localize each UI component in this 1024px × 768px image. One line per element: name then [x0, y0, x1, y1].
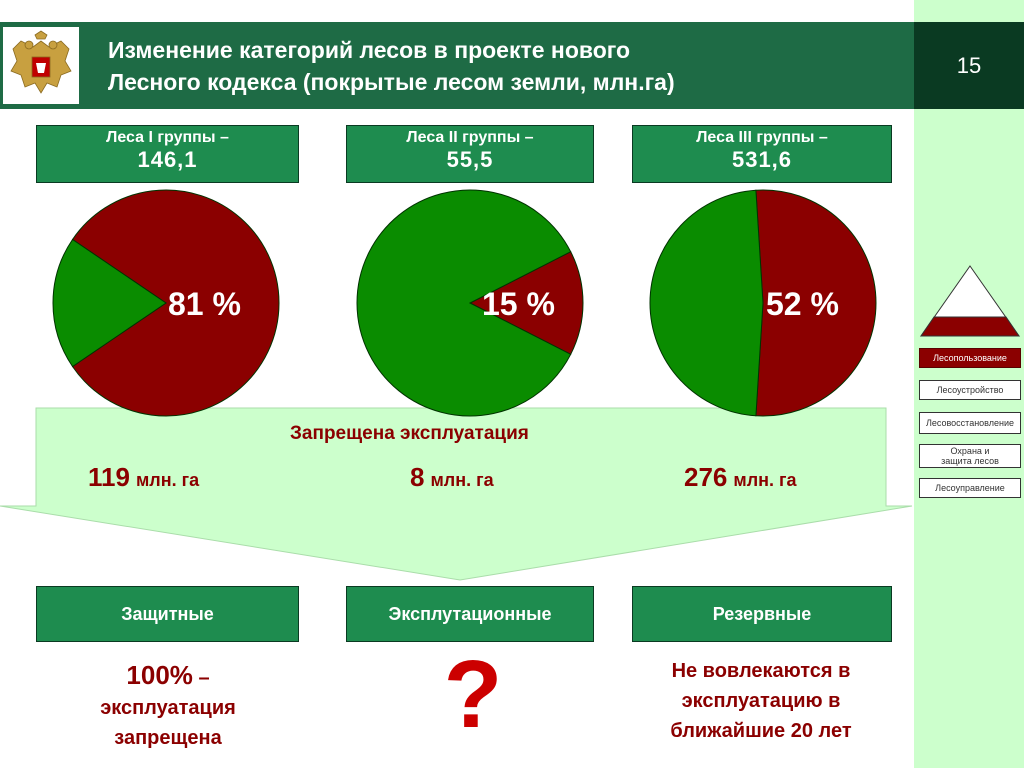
- pyramid-icon: [920, 265, 1020, 337]
- pie-1-slice-other: [52, 238, 167, 368]
- reserve-note: Не вовлекаются в эксплуатацию в ближайши…: [630, 656, 892, 746]
- slide-number: 15: [914, 22, 1024, 109]
- nav-item-forest-use[interactable]: Лесопользование: [919, 348, 1021, 368]
- protective-note: 100% – эксплуатация запрещена: [40, 660, 296, 753]
- pie-chart-group-3: [649, 189, 877, 417]
- pie-2-percent-label: 15 %: [482, 286, 555, 322]
- forbidden-amount-3: 276 млн. га: [684, 462, 797, 493]
- protective-line-3: запрещена: [114, 727, 222, 749]
- forbidden-amount-2: 8 млн. га: [410, 462, 494, 493]
- group-1-box: Леса I группы – 146,1: [36, 125, 299, 183]
- group-2-box: Леса II группы – 55,5: [346, 125, 594, 183]
- reserve-line-2: эксплуатацию в: [681, 690, 841, 712]
- nav-item-forest-administration[interactable]: Лесоуправление: [919, 478, 1021, 498]
- forbidden-value-2: 8: [410, 462, 425, 492]
- nav-item-reforestation[interactable]: Лесовосстановление: [919, 412, 1021, 434]
- category-protective: Защитные: [36, 586, 299, 642]
- nav-forest-protection-line-2: защита лесов: [941, 456, 999, 466]
- nav-forest-protection-line-1: Охрана и: [950, 446, 990, 456]
- title-line-1: Изменение категорий лесов в проекте ново…: [108, 37, 631, 63]
- group-2-total: 55,5: [446, 147, 494, 172]
- pie-chart-group-1: [52, 189, 280, 417]
- russian-coat-of-arms-icon: [3, 27, 79, 104]
- protective-line-2: эксплуатация: [100, 697, 236, 719]
- title-line-2: Лесного кодекса (покрытые лесом земли, м…: [108, 69, 675, 95]
- pie-chart-group-2: [356, 189, 584, 417]
- forbidden-unit-2: млн. га: [430, 470, 494, 490]
- forbidden-value-3: 276: [684, 462, 728, 492]
- forbidden-unit-3: млн. га: [733, 470, 797, 490]
- header-bar: [0, 22, 914, 109]
- question-mark: ?: [443, 641, 503, 748]
- page-title: Изменение категорий лесов в проекте ново…: [108, 34, 898, 98]
- nav-item-forest-management-survey[interactable]: Лесоустройство: [919, 380, 1021, 400]
- group-3-total: 531,6: [731, 147, 793, 172]
- pie-2-slice-forbidden: [468, 251, 584, 355]
- protective-dash: –: [192, 667, 210, 689]
- pie-1-percent-label: 81 %: [168, 286, 241, 322]
- pie-3-slice-other: [649, 189, 764, 417]
- group-2-title: Леса II группы –: [406, 129, 534, 146]
- pie-3-percent-label: 52 %: [766, 286, 839, 322]
- pie-3-slice-forbidden: [755, 189, 877, 417]
- pie-1-slice-forbidden: [71, 189, 280, 417]
- reserve-line-1: Не вовлекаются в: [671, 660, 851, 682]
- reserve-line-3: ближайшие 20 лет: [670, 720, 852, 742]
- forbidden-unit-1: млн. га: [135, 470, 200, 490]
- forbidden-panel: [0, 407, 913, 581]
- group-3-title: Леса III группы –: [696, 129, 828, 146]
- forbidden-amount-1: 119 млн. га: [88, 462, 199, 493]
- group-1-title: Леса I группы –: [106, 129, 229, 146]
- category-exploitation: Эксплутационные: [346, 586, 594, 642]
- group-1-total: 146,1: [137, 147, 198, 172]
- group-3-box: Леса III группы – 531,6: [632, 125, 892, 183]
- category-reserve: Резервные: [632, 586, 892, 642]
- forbidden-value-1: 119: [88, 462, 130, 492]
- pie-2-slice-other: [356, 189, 572, 417]
- nav-item-forest-protection[interactable]: Охрана и защита лесов: [919, 444, 1021, 468]
- forbidden-title: Запрещена эксплуатация: [290, 423, 529, 444]
- protective-percent: 100%: [126, 660, 193, 690]
